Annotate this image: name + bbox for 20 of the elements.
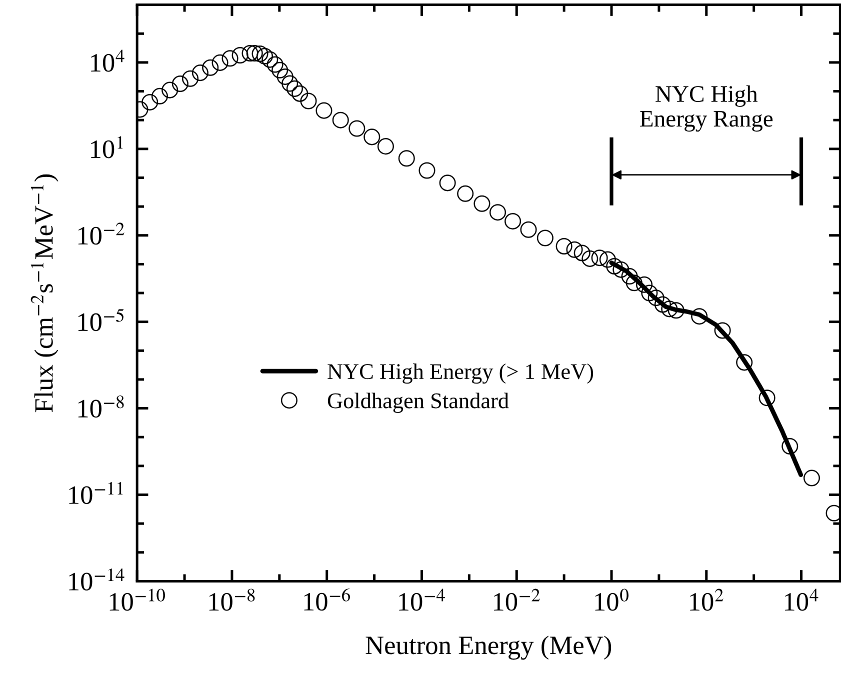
legend-label: Goldhagen Standard — [328, 392, 509, 413]
annotation: NYC High Energy Range — [640, 85, 773, 132]
x-tick-label: 10$^{−2}$ — [494, 588, 540, 611]
y-tick-label: 10$^{−2}$ — [78, 222, 124, 245]
x-axis-title: Neutron Energy (MeV) — [366, 636, 612, 660]
y-tick-label: 10$^{4}$ — [91, 50, 124, 72]
x-tick-label: 10$^{2}$ — [690, 588, 724, 611]
x-tick-label: 10$^{−10}$ — [110, 588, 166, 611]
x-tick-label: 10$^{0}$ — [595, 588, 628, 611]
y-tick-label: 10$^{−11}$ — [69, 482, 123, 504]
x-tick-label: 10$^{−8}$ — [209, 588, 255, 611]
y-tick-label: 10$^{−8}$ — [78, 396, 124, 418]
x-tick-label: 10$^{4}$ — [784, 588, 818, 611]
y-tick-label: 10$^{−14}$ — [69, 568, 124, 591]
y-tick-label: 10$^{1}$ — [91, 136, 123, 158]
legend-label: NYC High Energy (> 1 MeV) — [328, 363, 594, 384]
y-tick-label: 10$^{−5}$ — [78, 308, 124, 332]
x-tick-label: 10$^{−4}$ — [399, 588, 445, 611]
x-tick-label: 10$^{−6}$ — [304, 588, 350, 611]
y-axis-title: Flux (cm$^{−2}$s$^{−1}$MeV$^{−1}$) — [30, 174, 58, 412]
